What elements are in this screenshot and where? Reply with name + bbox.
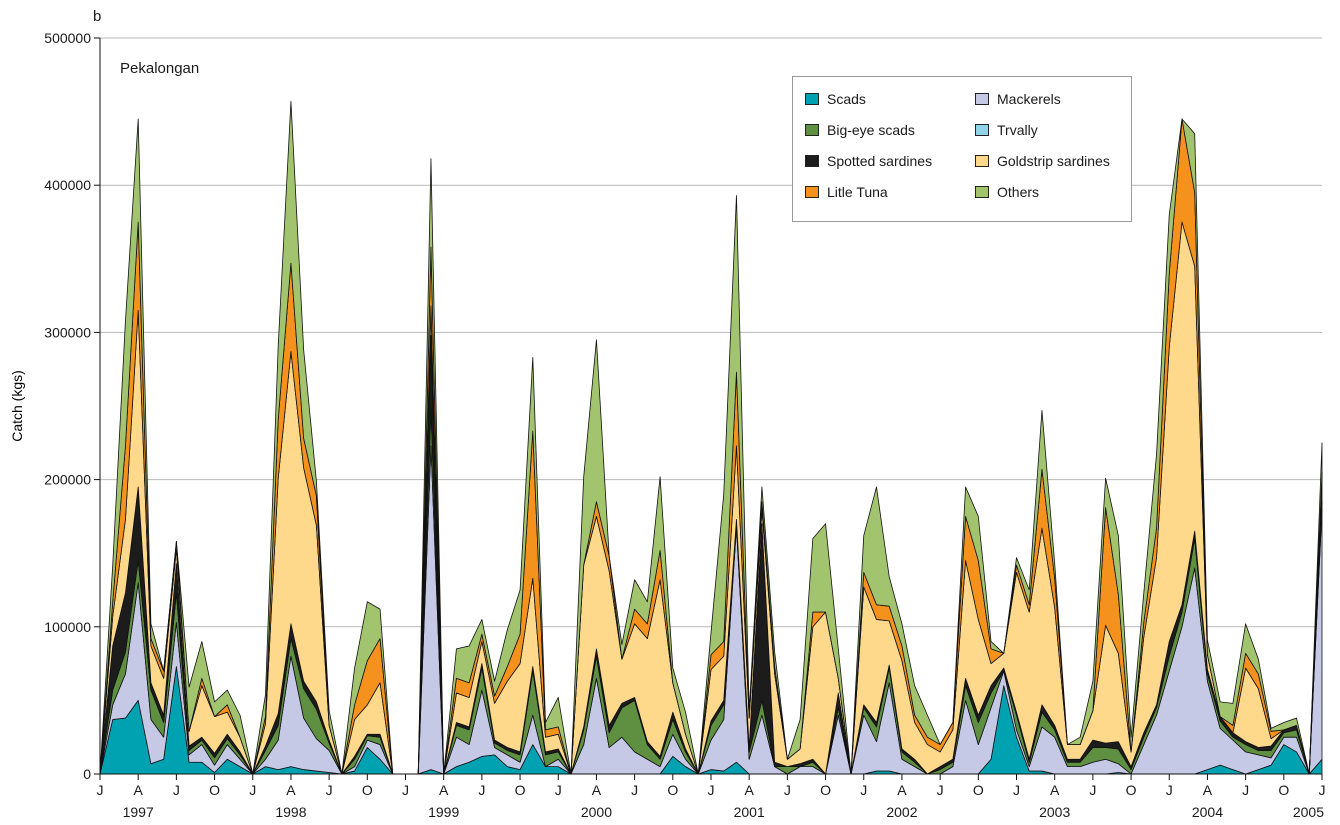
x-month-label-12: J bbox=[249, 782, 256, 798]
x-month-label-18: J bbox=[326, 782, 333, 798]
x-month-label-54: J bbox=[784, 782, 791, 798]
x-month-label-90: J bbox=[1242, 782, 1249, 798]
legend-swatch-0 bbox=[805, 93, 819, 105]
y-tick-label-5: 500000 bbox=[44, 30, 91, 46]
x-month-label-96: J bbox=[1319, 782, 1326, 798]
y-tick-label-1: 100000 bbox=[44, 619, 91, 635]
y-tick-label-2: 200000 bbox=[44, 472, 91, 488]
x-month-label-9: O bbox=[209, 782, 220, 798]
x-month-label-36: J bbox=[555, 782, 562, 798]
x-month-label-63: A bbox=[897, 782, 907, 798]
legend-label-7: Others bbox=[997, 184, 1040, 200]
x-month-label-45: O bbox=[667, 782, 678, 798]
x-year-label-2000: 2000 bbox=[581, 804, 612, 820]
legend-item-0: Scads bbox=[805, 91, 866, 107]
x-month-label-57: O bbox=[820, 782, 831, 798]
legend-label-1: Mackerels bbox=[997, 91, 1061, 107]
legend-swatch-4 bbox=[975, 124, 989, 136]
x-month-label-42: J bbox=[631, 782, 638, 798]
legend-label-0: Scads bbox=[827, 91, 866, 107]
x-month-label-33: O bbox=[515, 782, 526, 798]
legend-item-7: Others bbox=[975, 184, 1039, 200]
y-tick-label-3: 300000 bbox=[44, 324, 91, 340]
x-year-label-1999: 1999 bbox=[428, 804, 459, 820]
legend-item-4: Trvally bbox=[975, 122, 1038, 138]
x-month-label-81: O bbox=[1126, 782, 1137, 798]
legend-label-2: Big-eye scads bbox=[827, 122, 915, 138]
x-year-label-1997: 1997 bbox=[123, 804, 154, 820]
location-annotation: Pekalongan bbox=[120, 60, 200, 77]
x-month-label-87: A bbox=[1203, 782, 1213, 798]
y-axis-label: Catch (kgs) bbox=[9, 370, 25, 442]
x-month-label-30: J bbox=[478, 782, 485, 798]
legend-label-3: Spotted sardines bbox=[827, 153, 933, 169]
x-month-label-78: J bbox=[1089, 782, 1096, 798]
x-month-label-48: J bbox=[708, 782, 715, 798]
x-month-label-27: A bbox=[439, 782, 449, 798]
legend-item-3: Spotted sardines bbox=[805, 153, 932, 169]
legend-item-1: Mackerels bbox=[975, 91, 1061, 107]
y-tick-label-4: 400000 bbox=[44, 177, 91, 193]
x-month-label-0: J bbox=[97, 782, 104, 798]
stacked-areas bbox=[99, 100, 1323, 775]
x-month-label-51: A bbox=[745, 782, 755, 798]
legend-label-4: Trvally bbox=[997, 122, 1038, 138]
x-month-label-72: J bbox=[1013, 782, 1020, 798]
legend: Scads Mackerels Big-eye scads Trvally Spotte… bbox=[792, 76, 1132, 222]
legend-item-5: Goldstrip sardines bbox=[975, 153, 1110, 169]
x-year-label-2001: 2001 bbox=[734, 804, 765, 820]
legend-swatch-3 bbox=[805, 155, 819, 167]
legend-label-5: Goldstrip sardines bbox=[997, 153, 1110, 169]
legend-swatch-2 bbox=[805, 124, 819, 136]
legend-swatch-1 bbox=[975, 93, 989, 105]
x-month-label-24: J bbox=[402, 782, 409, 798]
x-month-label-3: A bbox=[134, 782, 144, 798]
x-month-label-15: A bbox=[286, 782, 296, 798]
legend-swatch-6 bbox=[805, 186, 819, 198]
y-ticks: 0 100000 200000 300000 400000 500000 bbox=[44, 30, 100, 782]
x-month-label-84: J bbox=[1166, 782, 1173, 798]
panel-label: b bbox=[93, 8, 102, 25]
legend-swatch-5 bbox=[975, 155, 989, 167]
x-ticks: J A J O J A J O J A J O J A J O J A J O J A J O J A J O J A J O J 1997 199… bbox=[97, 774, 1326, 820]
x-month-label-75: A bbox=[1050, 782, 1060, 798]
x-month-label-69: O bbox=[973, 782, 984, 798]
x-year-label-1998: 1998 bbox=[275, 804, 306, 820]
x-month-label-39: A bbox=[592, 782, 602, 798]
legend-item-6: Litle Tuna bbox=[805, 184, 888, 200]
legend-swatch-7 bbox=[975, 186, 989, 198]
y-tick-label-0: 0 bbox=[83, 766, 91, 782]
x-month-label-93: O bbox=[1278, 782, 1289, 798]
x-month-label-21: O bbox=[362, 782, 373, 798]
x-year-label-2004: 2004 bbox=[1192, 804, 1223, 820]
x-year-label-2005: 2005 bbox=[1293, 804, 1324, 820]
x-month-label-6: J bbox=[173, 782, 180, 798]
x-year-label-2002: 2002 bbox=[886, 804, 917, 820]
x-month-label-66: J bbox=[937, 782, 944, 798]
legend-label-6: Litle Tuna bbox=[827, 184, 888, 200]
x-month-label-60: J bbox=[860, 782, 867, 798]
series-area-7 bbox=[99, 100, 1323, 775]
x-year-label-2003: 2003 bbox=[1039, 804, 1070, 820]
legend-item-2: Big-eye scads bbox=[805, 122, 915, 138]
